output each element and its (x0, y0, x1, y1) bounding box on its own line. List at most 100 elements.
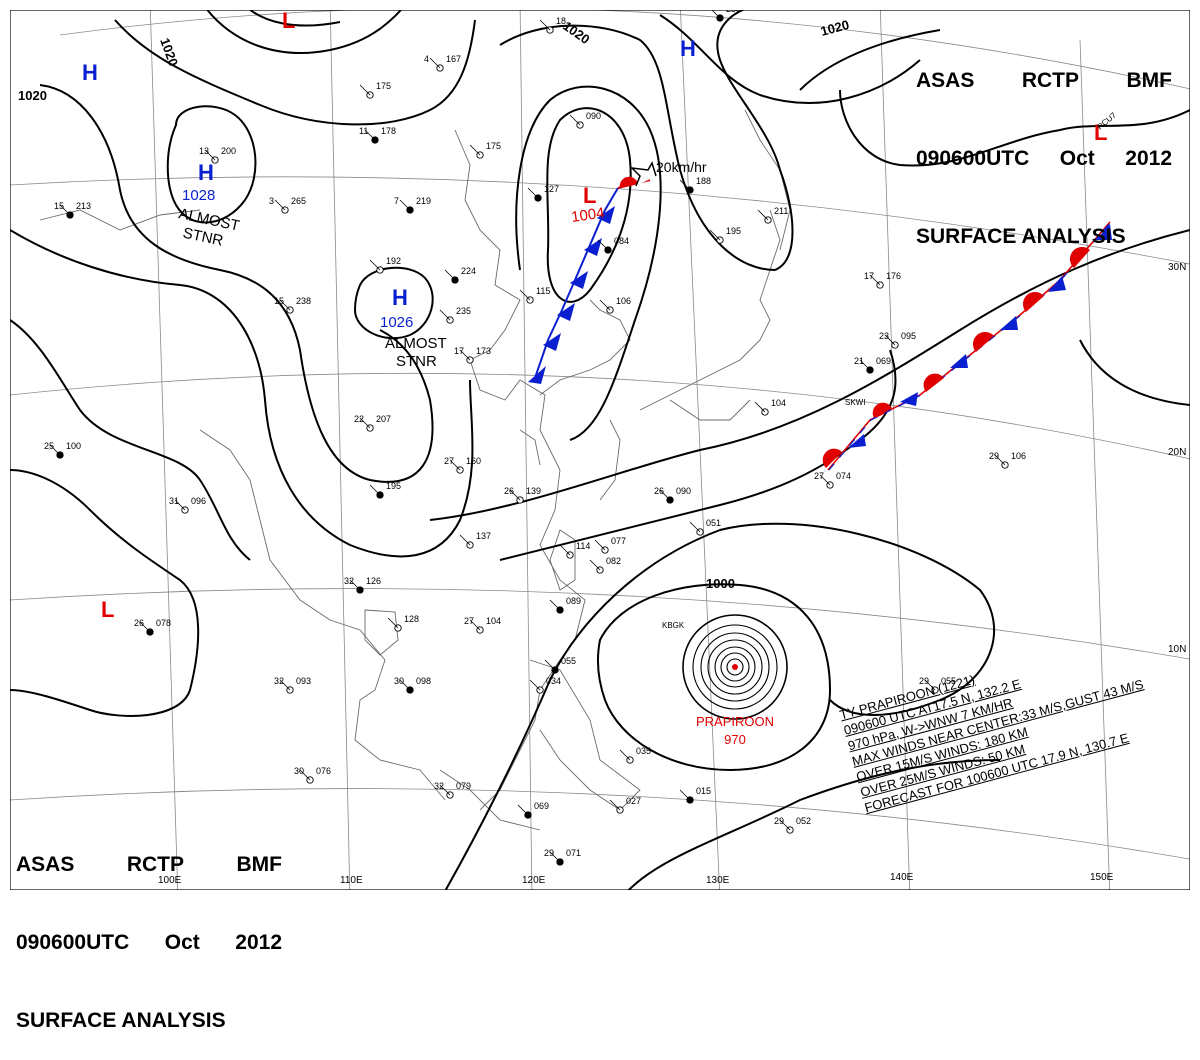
station-plot: 034 (529, 676, 561, 694)
wind-barb (754, 401, 766, 413)
cold-front (528, 187, 619, 384)
wind-barb (469, 144, 481, 156)
movement-arrow (629, 161, 657, 187)
wind-barb (359, 84, 371, 96)
isobars (10, 10, 1190, 890)
station-pressure: 106 (616, 296, 631, 306)
station-plot: 26 090 (654, 486, 691, 504)
station-temperature: 27 (464, 616, 474, 626)
station-plot: 235 (439, 306, 471, 324)
station-pressure: 035 (636, 746, 651, 756)
station-plot: 106 (599, 296, 631, 314)
station-temperature: 30 (294, 766, 304, 776)
station-plot: 195 (709, 226, 741, 244)
wind-barb (994, 454, 1006, 466)
station-temperature: 27 (444, 456, 454, 466)
station-plot: 027 (609, 796, 641, 814)
station-pressure: 18 (556, 16, 566, 26)
high-center-symbol: H (198, 160, 214, 185)
station-temperature: 7 (394, 196, 399, 206)
station-pressure: 096 (191, 496, 206, 506)
station-pressure: 095 (901, 331, 916, 341)
station-plot: 7 219 (394, 196, 431, 214)
wind-barb (757, 209, 769, 221)
wind-barb (399, 199, 411, 211)
station-plot: 22 207 (354, 414, 391, 432)
high-pressure-value: 1026 (380, 314, 413, 331)
station-plot: 195 (369, 481, 401, 499)
station-pressure: 104 (486, 616, 501, 626)
station-pressure: 127 (544, 184, 559, 194)
station-pressure: 195 (386, 481, 401, 491)
station-plot: 051 (689, 518, 721, 536)
station-plot: 188 (679, 176, 711, 194)
station-plot: 115 (519, 286, 550, 304)
wind-barb (369, 484, 381, 496)
wind-barb (539, 19, 551, 31)
station-pressure: 126 (366, 576, 381, 586)
station-plot: 29 106 (989, 451, 1026, 469)
station-plot: 090 (569, 111, 601, 129)
wind-barb (527, 187, 539, 199)
station-pressure: 104 (771, 398, 786, 408)
wind-barb (549, 599, 561, 611)
station-pressure: 211 (774, 206, 788, 216)
latitude-label: 30N (1168, 262, 1186, 273)
station-plot: 15 238 (274, 296, 311, 314)
latitude-label: 10N (1168, 644, 1186, 655)
station-temperature: 32 (344, 576, 354, 586)
station-plot: 11 178 (359, 126, 396, 144)
station-temperature: 17 (454, 346, 464, 356)
station-pressure: 213 (76, 201, 91, 211)
station-plot: 29 052 (774, 816, 811, 834)
high-pressure-value: 1028 (182, 187, 215, 204)
station-temperature: 23 (879, 331, 889, 341)
station-plot: 27 160 (444, 456, 481, 474)
high-center-symbol: H (680, 36, 696, 61)
header-title: SURFACE ANALYSIS (916, 225, 1126, 248)
station-pressure: 219 (416, 196, 431, 206)
station-pressure: 071 (566, 848, 581, 858)
wind-barb (174, 499, 186, 511)
station-plot: 084 (597, 236, 629, 254)
wind-barb (139, 621, 151, 633)
wind-barb (609, 799, 621, 811)
station-plot: 30 076 (294, 766, 331, 784)
station-plot: 128 (387, 614, 419, 632)
longitude-label: 110E (340, 875, 363, 886)
station-plot: 21 069 (854, 356, 891, 374)
station-plot: 015 (679, 786, 711, 804)
station-temperature: 32 (274, 676, 284, 686)
station-plot: 29 055 (919, 676, 956, 694)
wind-barb (529, 679, 541, 691)
header-code: BMF (236, 853, 283, 876)
station-pressure: 052 (796, 816, 811, 826)
station-temperature: 17 (864, 271, 874, 281)
station-pressure: 188 (696, 176, 711, 186)
station-temperature: 25 (44, 441, 54, 451)
station-pressure: 106 (1011, 451, 1026, 461)
wind-barb (659, 489, 671, 501)
wind-barb (711, 10, 721, 19)
station-plots: 15 213 13 200 3 265 11 178 4 167 175 7 219 175 192 224 1… (44, 10, 1026, 866)
station-plot: 175 (359, 81, 391, 99)
station-pressure: 137 (476, 531, 491, 541)
station-pressure: 082 (606, 556, 621, 566)
station-plot: 25 100 (44, 441, 81, 459)
isobar-label: 1000 (706, 576, 735, 591)
station-pressure: 015 (696, 786, 711, 796)
wind-barb (689, 521, 701, 533)
station-pressure: 200 (221, 146, 236, 156)
station-plot: 32 079 (434, 781, 471, 799)
station-plot: 137 (459, 531, 491, 549)
stationary-front (822, 221, 1112, 471)
station-plot: 127 (527, 184, 559, 202)
wind-barb (299, 769, 311, 781)
wind-barb (359, 417, 371, 429)
coastlines (39, 109, 791, 831)
station-plot: 175 (469, 141, 501, 159)
station-pressure: 069 (876, 356, 891, 366)
station-pressure: 167 (446, 54, 461, 64)
header-year: 2012 (1125, 147, 1172, 170)
header-top-right: ASAS RCTP BMF 090600UTC Oct 2012 SURFACE ANA… (916, 16, 1172, 276)
